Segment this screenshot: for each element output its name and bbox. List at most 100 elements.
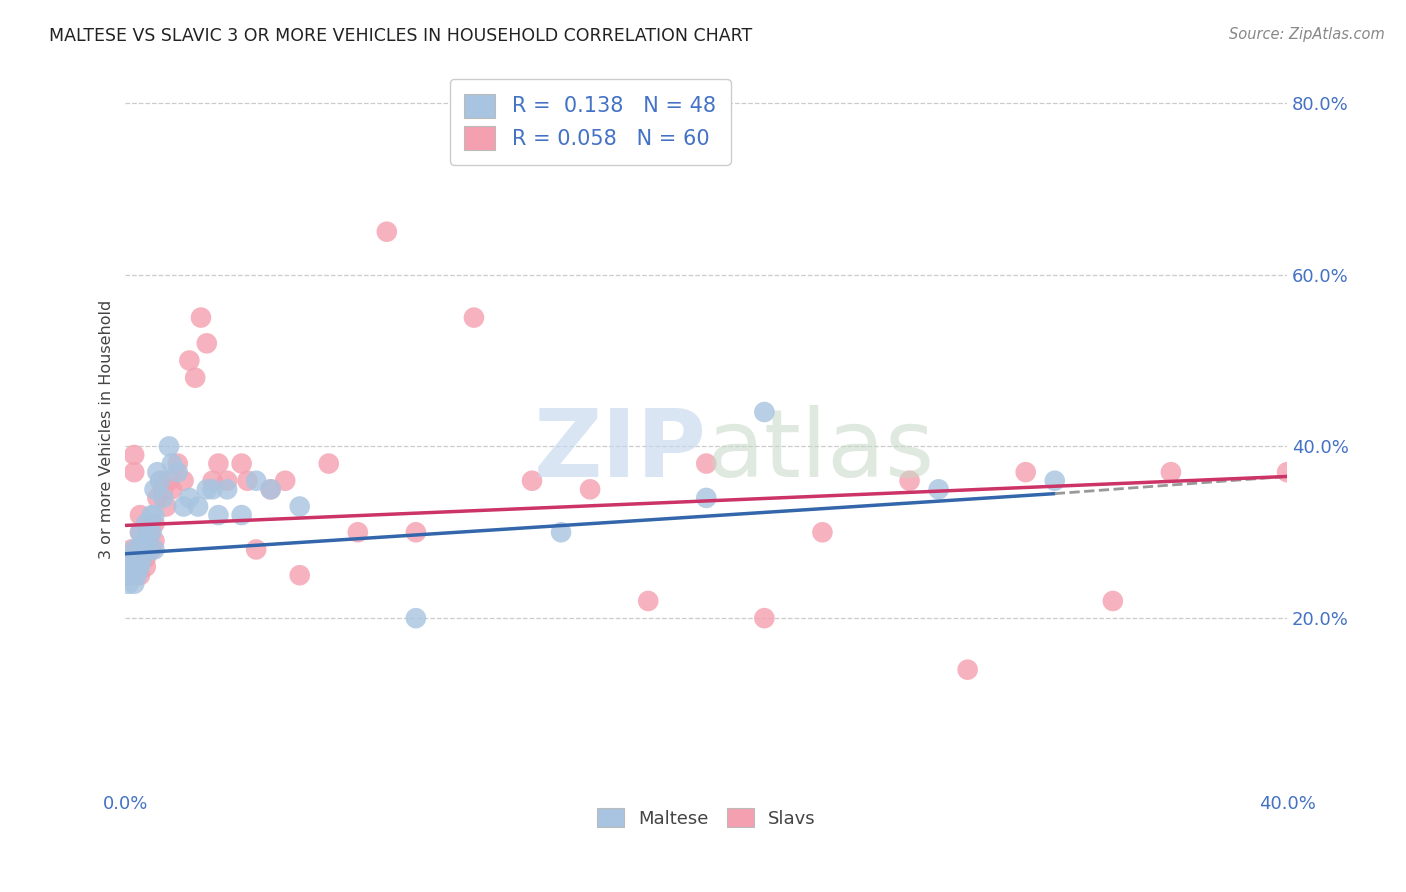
Point bbox=[260, 483, 283, 497]
Point bbox=[173, 474, 195, 488]
Point bbox=[127, 559, 149, 574]
Point bbox=[155, 500, 177, 514]
Point bbox=[217, 474, 239, 488]
Point bbox=[956, 663, 979, 677]
Point bbox=[288, 500, 311, 514]
Point bbox=[135, 551, 157, 566]
Point bbox=[160, 483, 183, 497]
Point bbox=[149, 474, 172, 488]
Point bbox=[375, 225, 398, 239]
Point bbox=[318, 457, 340, 471]
Text: ZIP: ZIP bbox=[533, 405, 706, 497]
Point bbox=[135, 559, 157, 574]
Point bbox=[274, 474, 297, 488]
Point bbox=[135, 533, 157, 548]
Point bbox=[184, 370, 207, 384]
Point bbox=[120, 542, 142, 557]
Point bbox=[143, 483, 166, 497]
Point bbox=[207, 457, 229, 471]
Point bbox=[190, 310, 212, 325]
Point bbox=[122, 559, 145, 574]
Point bbox=[129, 508, 152, 522]
Point bbox=[405, 525, 427, 540]
Point bbox=[754, 405, 776, 419]
Point bbox=[127, 559, 149, 574]
Point bbox=[132, 542, 155, 557]
Point bbox=[122, 448, 145, 462]
Point bbox=[260, 483, 283, 497]
Point bbox=[195, 483, 218, 497]
Point bbox=[143, 542, 166, 557]
Point bbox=[143, 508, 166, 522]
Point bbox=[157, 474, 180, 488]
Legend: Maltese, Slavs: Maltese, Slavs bbox=[589, 801, 823, 835]
Point bbox=[135, 516, 157, 531]
Text: Source: ZipAtlas.com: Source: ZipAtlas.com bbox=[1229, 27, 1385, 42]
Point bbox=[695, 491, 717, 505]
Point bbox=[122, 465, 145, 479]
Point bbox=[346, 525, 368, 540]
Point bbox=[811, 525, 834, 540]
Point bbox=[245, 474, 267, 488]
Point bbox=[463, 310, 485, 325]
Point bbox=[179, 491, 201, 505]
Point bbox=[117, 551, 139, 566]
Point bbox=[550, 525, 572, 540]
Y-axis label: 3 or more Vehicles in Household: 3 or more Vehicles in Household bbox=[100, 300, 114, 559]
Point bbox=[245, 542, 267, 557]
Point bbox=[149, 474, 172, 488]
Point bbox=[1275, 465, 1298, 479]
Point bbox=[231, 457, 253, 471]
Point bbox=[579, 483, 602, 497]
Point bbox=[143, 533, 166, 548]
Point bbox=[138, 542, 160, 557]
Point bbox=[127, 551, 149, 566]
Point bbox=[141, 508, 163, 522]
Text: atlas: atlas bbox=[706, 405, 935, 497]
Point bbox=[928, 483, 950, 497]
Point bbox=[1160, 465, 1182, 479]
Point bbox=[117, 568, 139, 582]
Point bbox=[129, 568, 152, 582]
Point bbox=[405, 611, 427, 625]
Point bbox=[217, 483, 239, 497]
Point bbox=[166, 465, 188, 479]
Point bbox=[187, 500, 209, 514]
Point bbox=[146, 465, 169, 479]
Point bbox=[129, 542, 152, 557]
Point bbox=[120, 551, 142, 566]
Point bbox=[754, 611, 776, 625]
Point bbox=[129, 559, 152, 574]
Point bbox=[160, 457, 183, 471]
Point bbox=[236, 474, 259, 488]
Point bbox=[146, 491, 169, 505]
Point bbox=[138, 525, 160, 540]
Point bbox=[152, 491, 174, 505]
Point bbox=[117, 568, 139, 582]
Point bbox=[695, 457, 717, 471]
Point bbox=[138, 533, 160, 548]
Point bbox=[637, 594, 659, 608]
Point bbox=[201, 474, 224, 488]
Point bbox=[132, 533, 155, 548]
Point bbox=[520, 474, 543, 488]
Point bbox=[898, 474, 921, 488]
Point bbox=[120, 568, 142, 582]
Point bbox=[132, 551, 155, 566]
Point bbox=[120, 559, 142, 574]
Point bbox=[207, 508, 229, 522]
Point bbox=[122, 551, 145, 566]
Point bbox=[132, 551, 155, 566]
Point bbox=[129, 525, 152, 540]
Point bbox=[127, 568, 149, 582]
Point bbox=[152, 483, 174, 497]
Point bbox=[1101, 594, 1123, 608]
Point bbox=[195, 336, 218, 351]
Point bbox=[143, 516, 166, 531]
Point bbox=[127, 542, 149, 557]
Point bbox=[201, 483, 224, 497]
Point bbox=[166, 457, 188, 471]
Point bbox=[141, 525, 163, 540]
Point bbox=[122, 576, 145, 591]
Point bbox=[1043, 474, 1066, 488]
